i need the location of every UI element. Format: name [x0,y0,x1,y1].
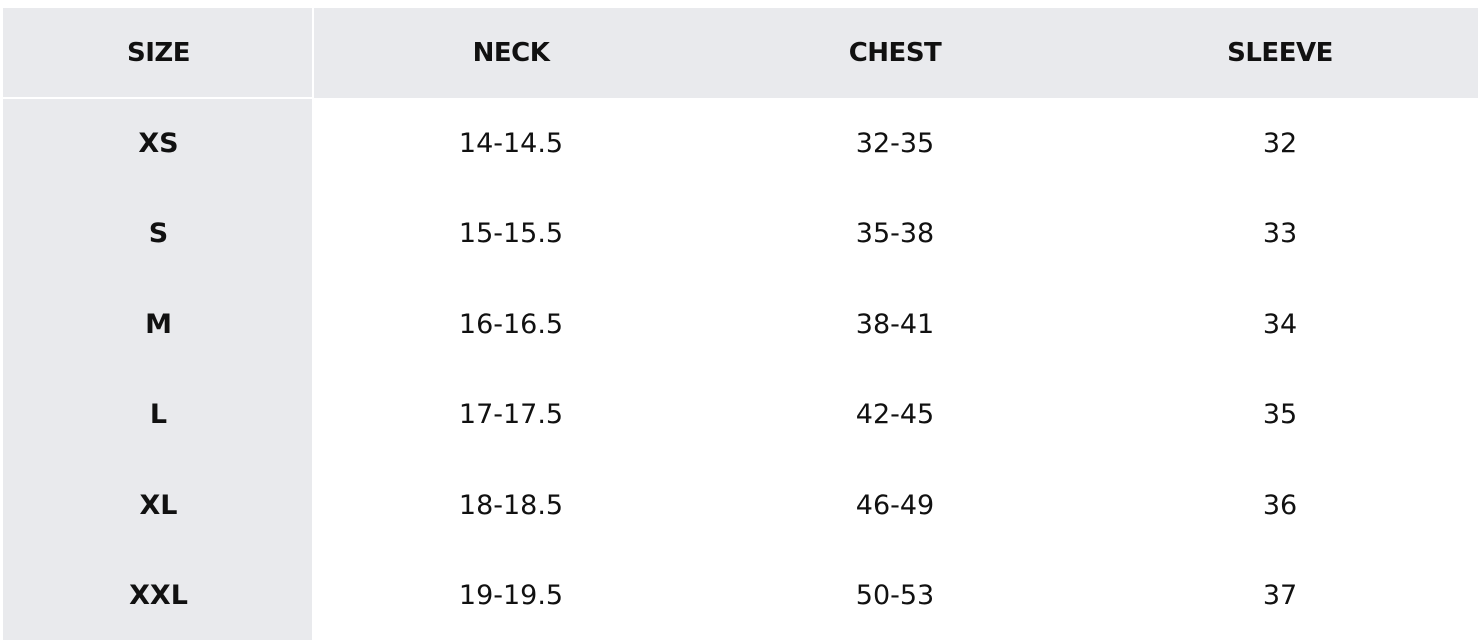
cell-sleeve: 37 [1262,580,1298,612]
cell-neck: 19-19.5 [458,580,564,612]
cell-chest: 50-53 [855,580,935,612]
row-size-label: XXL [129,580,188,612]
row-size-label: XL [139,489,178,521]
cell-chest: 46-49 [855,489,935,521]
cell-sleeve: 34 [1262,308,1298,340]
row-size-label: L [149,399,168,431]
cell-sleeve: 36 [1262,489,1298,521]
cell-chest: 35-38 [855,218,935,250]
size-chart-table: SIZE NECK CHEST SLEEVE XS 14-14.5 32-35 32 S 15-1… [3,8,1478,641]
cell-sleeve: 33 [1262,218,1298,250]
row-size-label: XS [138,127,179,159]
cell-neck: 17-17.5 [458,399,564,431]
column-header-size: SIZE [126,38,191,68]
cell-chest: 38-41 [855,308,935,340]
column-header-sleeve: SLEEVE [1227,38,1333,68]
row-size-label: M [145,308,172,340]
cell-neck: 15-15.5 [458,218,564,250]
size-column-background [3,8,312,640]
cell-chest: 32-35 [855,127,935,159]
column-header-chest: CHEST [848,38,942,68]
header-row-background [314,8,1478,98]
column-header-neck: NECK [472,38,550,68]
cell-chest: 42-45 [855,399,935,431]
cell-sleeve: 32 [1262,127,1298,159]
cell-neck: 14-14.5 [458,127,564,159]
header-divider [3,97,312,99]
cell-sleeve: 35 [1262,399,1298,431]
row-size-label: S [148,218,169,250]
cell-neck: 16-16.5 [458,308,564,340]
cell-neck: 18-18.5 [458,489,564,521]
